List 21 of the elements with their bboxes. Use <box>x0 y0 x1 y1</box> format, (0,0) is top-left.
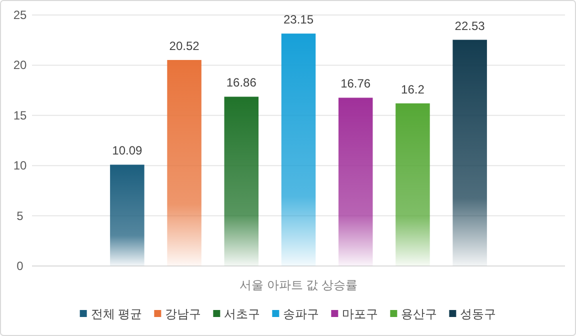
data-label: 10.09 <box>112 144 143 158</box>
data-label: 22.53 <box>454 18 486 33</box>
legend-label: 용산구 <box>401 307 438 321</box>
legend-label: 마포구 <box>342 307 378 321</box>
y-tick-label: 0 <box>16 259 24 273</box>
legend-label: 서초구 <box>224 307 260 321</box>
data-label: 20.52 <box>169 38 200 53</box>
y-tick-label: 20 <box>13 58 27 72</box>
data-label: 16.2 <box>401 82 425 96</box>
data-label: 16.86 <box>226 76 257 90</box>
legend-label: 송파구 <box>283 307 320 321</box>
legend-label: 강남구 <box>165 307 202 321</box>
data-label: 16.76 <box>340 76 371 91</box>
y-tick-label: 10 <box>13 158 27 173</box>
legend-label: 성동구 <box>460 307 496 321</box>
legend-label: 전체 평균 <box>90 307 142 321</box>
y-tick-label: 25 <box>13 8 27 22</box>
y-tick-label: 5 <box>16 208 24 223</box>
x-axis-title: 서울 아파트 값 상승률 <box>239 278 358 292</box>
y-tick-label: 15 <box>13 108 27 122</box>
data-label: 23.15 <box>283 12 314 27</box>
